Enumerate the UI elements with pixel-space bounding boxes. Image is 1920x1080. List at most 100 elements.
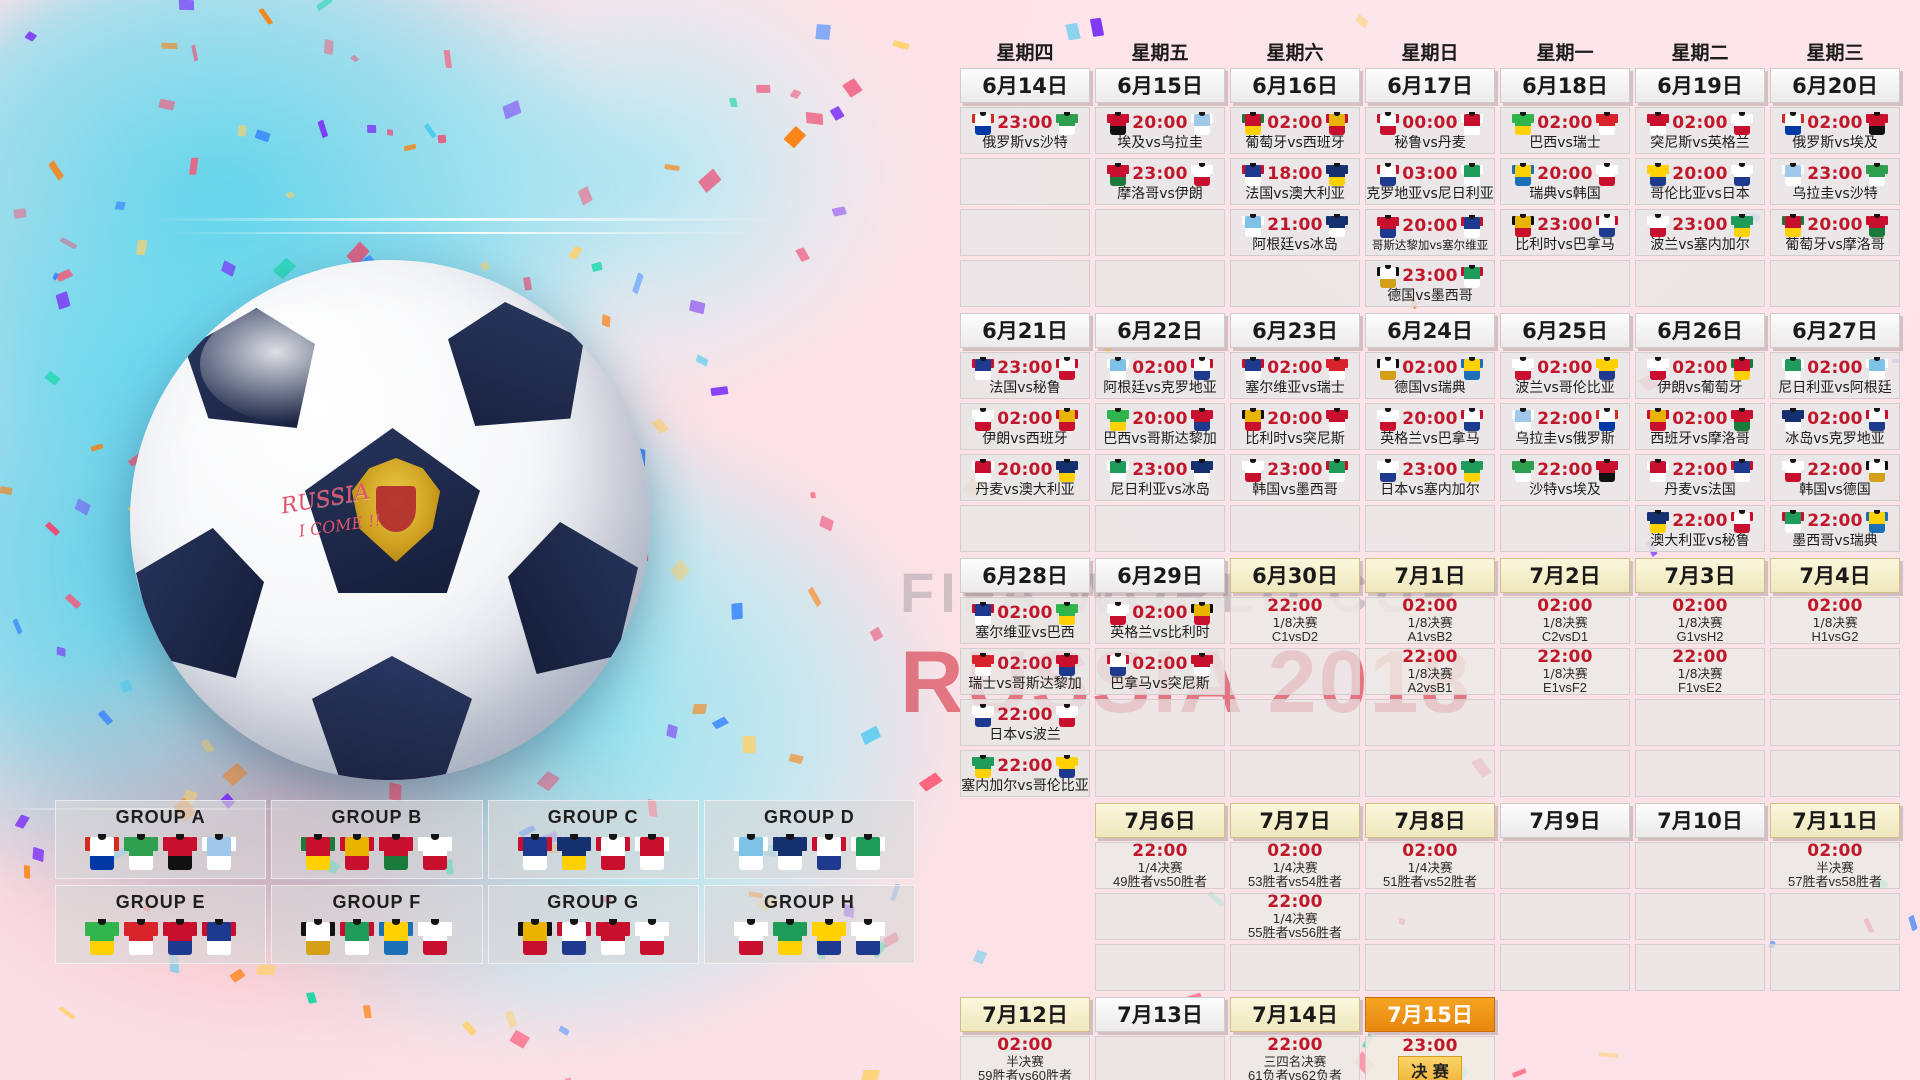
match-cell[interactable]: 02:00 巴拿马vs突尼斯	[1095, 648, 1225, 695]
date-header-6月23日[interactable]: 6月23日	[1230, 313, 1360, 348]
date-header-6月24日[interactable]: 6月24日	[1365, 313, 1495, 348]
match-cell[interactable]: 02:00 半决赛 59胜者vs60胜者	[960, 1035, 1090, 1080]
date-header-6月19日[interactable]: 6月19日	[1635, 68, 1765, 103]
date-header-6月29日[interactable]: 6月29日	[1095, 558, 1225, 593]
date-header-7月8日[interactable]: 7月8日	[1365, 803, 1495, 838]
date-header-7月15日[interactable]: 7月15日	[1365, 997, 1495, 1032]
match-cell[interactable]: 00:00 秘鲁vs丹麦	[1365, 107, 1495, 154]
match-cell[interactable]: 02:00 1/8决赛 G1vsH2	[1635, 596, 1765, 644]
match-cell[interactable]: 22:00 丹麦vs法国	[1635, 454, 1765, 501]
match-cell[interactable]: 23:00 比利时vs巴拿马	[1500, 209, 1630, 256]
match-cell[interactable]: 20:00 葡萄牙vs摩洛哥	[1770, 209, 1900, 256]
match-cell[interactable]: 22:00 塞内加尔vs哥伦比亚	[960, 750, 1090, 797]
match-cell[interactable]: 02:00 半决赛 57胜者vs58胜者	[1770, 841, 1900, 889]
match-cell[interactable]: 23:00 乌拉圭vs沙特	[1770, 158, 1900, 205]
match-cell[interactable]: 20:00 丹麦vs澳大利亚	[960, 454, 1090, 501]
date-header-7月9日[interactable]: 7月9日	[1500, 803, 1630, 838]
match-cell[interactable]: 02:00 伊朗vs葡萄牙	[1635, 352, 1765, 399]
match-cell[interactable]: 20:00 英格兰vs巴拿马	[1365, 403, 1495, 450]
date-header-7月10日[interactable]: 7月10日	[1635, 803, 1765, 838]
date-header-7月12日[interactable]: 7月12日	[960, 997, 1090, 1032]
date-header-6月21日[interactable]: 6月21日	[960, 313, 1090, 348]
match-cell[interactable]: 02:00 塞尔维亚vs巴西	[960, 597, 1090, 644]
match-cell[interactable]: 23:00 韩国vs墨西哥	[1230, 454, 1360, 501]
match-cell[interactable]: 22:00 1/8决赛 E1vsF2	[1500, 647, 1630, 695]
date-header-6月20日[interactable]: 6月20日	[1770, 68, 1900, 103]
match-cell[interactable]: 02:00 1/4决赛 53胜者vs54胜者	[1230, 841, 1360, 889]
match-cell[interactable]: 02:00 阿根廷vs克罗地亚	[1095, 352, 1225, 399]
match-cell[interactable]: 23:00 波兰vs塞内加尔	[1635, 209, 1765, 256]
match-cell[interactable]: 23:00 德国vs墨西哥	[1365, 260, 1495, 307]
match-cell[interactable]: 22:00 墨西哥vs瑞典	[1770, 505, 1900, 552]
date-header-6月26日[interactable]: 6月26日	[1635, 313, 1765, 348]
match-cell[interactable]: 20:00 瑞典vs韩国	[1500, 158, 1630, 205]
date-header-6月16日[interactable]: 6月16日	[1230, 68, 1360, 103]
date-header-7月1日[interactable]: 7月1日	[1365, 558, 1495, 593]
match-cell[interactable]: 22:00 韩国vs德国	[1770, 454, 1900, 501]
group-box-group-f[interactable]: GROUP F	[271, 885, 483, 964]
match-cell[interactable]: 23:00 日本vs塞内加尔	[1365, 454, 1495, 501]
match-cell[interactable]: 22:00 日本vs波兰	[960, 699, 1090, 746]
match-cell[interactable]: 02:00 德国vs瑞典	[1365, 352, 1495, 399]
match-cell[interactable]: 23:00 俄罗斯vs沙特	[960, 107, 1090, 154]
match-cell[interactable]: 03:00 克罗地亚vs尼日利亚	[1365, 158, 1495, 205]
date-header-6月22日[interactable]: 6月22日	[1095, 313, 1225, 348]
match-cell[interactable]: 22:00 1/8决赛 A2vsB1	[1365, 647, 1495, 695]
match-cell[interactable]: 02:00 俄罗斯vs埃及	[1770, 107, 1900, 154]
match-cell[interactable]: 23:00 尼日利亚vs冰岛	[1095, 454, 1225, 501]
date-header-7月6日[interactable]: 7月6日	[1095, 803, 1225, 838]
date-header-6月17日[interactable]: 6月17日	[1365, 68, 1495, 103]
match-cell[interactable]: 22:00 乌拉圭vs俄罗斯	[1500, 403, 1630, 450]
match-cell[interactable]: 22:00 澳大利亚vs秘鲁	[1635, 505, 1765, 552]
match-cell[interactable]: 21:00 阿根廷vs冰岛	[1230, 209, 1360, 256]
match-cell[interactable]: 02:00 尼日利亚vs阿根廷	[1770, 352, 1900, 399]
match-cell[interactable]: 20:00 哥伦比亚vs日本	[1635, 158, 1765, 205]
match-cell[interactable]: 22:00 1/8决赛 C1vsD2	[1230, 596, 1360, 644]
match-cell[interactable]: 18:00 法国vs澳大利亚	[1230, 158, 1360, 205]
match-cell[interactable]: 20:00 比利时vs突尼斯	[1230, 403, 1360, 450]
date-header-6月30日[interactable]: 6月30日	[1230, 558, 1360, 593]
match-cell[interactable]: 02:00 冰岛vs克罗地亚	[1770, 403, 1900, 450]
match-cell[interactable]: 22:00 1/4决赛 49胜者vs50胜者	[1095, 841, 1225, 889]
date-header-6月25日[interactable]: 6月25日	[1500, 313, 1630, 348]
match-cell[interactable]: 02:00 1/8决赛 H1vsG2	[1770, 596, 1900, 644]
date-header-7月3日[interactable]: 7月3日	[1635, 558, 1765, 593]
match-cell[interactable]: 02:00 英格兰vs比利时	[1095, 597, 1225, 644]
group-box-group-g[interactable]: GROUP G	[487, 885, 699, 964]
match-cell[interactable]: 02:00 葡萄牙vs西班牙	[1230, 107, 1360, 154]
match-cell[interactable]: 02:00 1/4决赛 51胜者vs52胜者	[1365, 841, 1495, 889]
match-cell[interactable]: 22:00 沙特vs埃及	[1500, 454, 1630, 501]
date-header-6月27日[interactable]: 6月27日	[1770, 313, 1900, 348]
match-cell[interactable]: 02:00 西班牙vs摩洛哥	[1635, 403, 1765, 450]
match-cell[interactable]: 23:00 法国vs秘鲁	[960, 352, 1090, 399]
date-header-7月7日[interactable]: 7月7日	[1230, 803, 1360, 838]
match-cell[interactable]: 20:00 巴西vs哥斯达黎加	[1095, 403, 1225, 450]
match-cell[interactable]: 02:00 瑞士vs哥斯达黎加	[960, 648, 1090, 695]
date-header-7月13日[interactable]: 7月13日	[1095, 997, 1225, 1032]
match-cell[interactable]: 02:00 巴西vs瑞士	[1500, 107, 1630, 154]
group-box-group-e[interactable]: GROUP E	[55, 885, 267, 964]
match-cell[interactable]: 20:00 哥斯达黎加vs塞尔维亚	[1365, 209, 1495, 256]
match-cell[interactable]: 02:00 突尼斯vs英格兰	[1635, 107, 1765, 154]
match-cell[interactable]: 02:00 1/8决赛 A1vsB2	[1365, 596, 1495, 644]
group-box-group-b[interactable]: GROUP B	[271, 800, 483, 879]
date-header-7月2日[interactable]: 7月2日	[1500, 558, 1630, 593]
date-header-7月11日[interactable]: 7月11日	[1770, 803, 1900, 838]
match-cell[interactable]: 02:00 塞尔维亚vs瑞士	[1230, 352, 1360, 399]
date-header-6月18日[interactable]: 6月18日	[1500, 68, 1630, 103]
date-header-6月14日[interactable]: 6月14日	[960, 68, 1090, 103]
match-cell[interactable]: 23:00 决 赛	[1365, 1036, 1495, 1080]
group-box-group-h[interactable]: GROUP H	[703, 885, 915, 964]
match-cell[interactable]: 23:00 摩洛哥vs伊朗	[1095, 158, 1225, 205]
date-header-7月14日[interactable]: 7月14日	[1230, 997, 1360, 1032]
match-cell[interactable]: 02:00 1/8决赛 C2vsD1	[1500, 596, 1630, 644]
group-box-group-c[interactable]: GROUP C	[487, 800, 699, 879]
match-cell[interactable]: 02:00 波兰vs哥伦比亚	[1500, 352, 1630, 399]
match-cell[interactable]: 22:00 1/4决赛 55胜者vs56胜者	[1230, 892, 1360, 940]
match-cell[interactable]: 22:00 三四名决赛 61负者vs62负者	[1230, 1035, 1360, 1080]
match-cell[interactable]: 20:00 埃及vs乌拉圭	[1095, 107, 1225, 154]
group-box-group-d[interactable]: GROUP D	[703, 800, 915, 879]
date-header-7月4日[interactable]: 7月4日	[1770, 558, 1900, 593]
group-box-group-a[interactable]: GROUP A	[55, 800, 267, 879]
date-header-6月28日[interactable]: 6月28日	[960, 558, 1090, 593]
